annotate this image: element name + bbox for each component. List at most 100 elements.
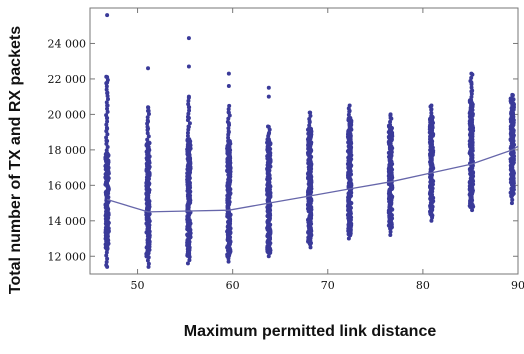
y-tick-label: 14 000 bbox=[48, 215, 87, 228]
data-point bbox=[430, 215, 435, 220]
data-point bbox=[186, 105, 191, 110]
data-point bbox=[105, 115, 110, 120]
data-point bbox=[429, 218, 434, 223]
data-point bbox=[429, 110, 434, 115]
data-point bbox=[104, 148, 109, 153]
y-axis-title: Total number of TX and RX packets bbox=[7, 26, 24, 294]
data-point bbox=[226, 71, 231, 76]
data-point bbox=[429, 107, 434, 112]
x-axis-title: Maximum permitted link distance bbox=[184, 323, 437, 340]
y-tick-label: 12 000 bbox=[48, 250, 87, 263]
trend-line bbox=[106, 145, 519, 213]
data-point bbox=[469, 98, 474, 103]
data-point bbox=[307, 123, 312, 128]
data-point bbox=[347, 103, 352, 108]
data-point bbox=[346, 112, 351, 117]
x-tick-label: 70 bbox=[321, 279, 335, 292]
data-point bbox=[266, 85, 271, 90]
data-point bbox=[186, 115, 191, 120]
data-point bbox=[105, 106, 110, 111]
y-tick-label: 22 000 bbox=[48, 73, 87, 86]
data-point bbox=[185, 261, 190, 266]
data-point bbox=[145, 131, 150, 136]
x-tick-label: 60 bbox=[226, 279, 240, 292]
data-point bbox=[306, 126, 311, 131]
data-point bbox=[185, 130, 190, 135]
data-point bbox=[388, 112, 393, 117]
data-point bbox=[105, 126, 110, 131]
data-point bbox=[469, 95, 474, 100]
data-point bbox=[105, 80, 110, 85]
y-tick-label: 20 000 bbox=[48, 108, 87, 121]
data-point bbox=[227, 103, 232, 108]
data-point bbox=[105, 109, 110, 114]
data-point bbox=[104, 87, 109, 92]
data-point bbox=[226, 107, 231, 112]
data-point bbox=[105, 145, 110, 150]
data-point bbox=[226, 121, 231, 126]
data-point bbox=[145, 258, 150, 263]
data-point bbox=[186, 102, 191, 107]
data-point bbox=[146, 264, 151, 269]
data-point bbox=[468, 204, 473, 209]
data-point bbox=[105, 13, 110, 18]
data-point bbox=[146, 134, 151, 139]
data-point bbox=[105, 139, 110, 143]
data-point bbox=[469, 85, 474, 90]
data-point bbox=[509, 96, 514, 101]
data-point bbox=[267, 251, 272, 256]
data-point bbox=[146, 261, 151, 266]
data-point bbox=[266, 254, 271, 259]
data-point bbox=[145, 140, 150, 145]
data-point bbox=[104, 151, 109, 156]
data-point bbox=[307, 110, 312, 115]
data-point bbox=[104, 122, 109, 127]
data-point bbox=[308, 242, 313, 247]
data-point bbox=[388, 115, 393, 120]
data-point bbox=[105, 75, 110, 80]
data-point bbox=[105, 132, 110, 137]
data-point bbox=[146, 112, 151, 117]
data-point bbox=[266, 131, 271, 136]
data-point bbox=[469, 80, 474, 85]
data-point bbox=[266, 94, 271, 99]
data-point bbox=[226, 135, 231, 140]
data-point bbox=[105, 264, 110, 269]
data-point bbox=[308, 245, 313, 250]
data-point bbox=[308, 113, 313, 118]
data-point bbox=[469, 75, 474, 80]
data-point bbox=[346, 236, 351, 241]
data-point bbox=[104, 135, 109, 140]
data-point bbox=[146, 105, 151, 110]
data-point bbox=[266, 137, 271, 142]
data-point bbox=[470, 208, 475, 213]
y-tick-label: 18 000 bbox=[48, 144, 87, 157]
data-point bbox=[388, 226, 393, 231]
x-tick-label: 50 bbox=[131, 279, 145, 292]
data-point bbox=[105, 103, 110, 108]
data-point bbox=[509, 201, 514, 206]
data-point bbox=[307, 119, 312, 124]
data-point bbox=[226, 110, 231, 115]
data-point bbox=[226, 126, 231, 131]
data-point bbox=[187, 254, 192, 259]
data-point bbox=[146, 126, 151, 131]
data-point bbox=[226, 259, 231, 264]
data-point bbox=[226, 139, 231, 143]
data-point bbox=[388, 232, 393, 237]
data-point bbox=[145, 137, 150, 142]
data-point bbox=[510, 197, 515, 202]
data-point bbox=[226, 84, 231, 89]
axis-ticks bbox=[90, 8, 519, 274]
data-point bbox=[105, 91, 110, 96]
data-point bbox=[146, 119, 151, 124]
plot-frame bbox=[89, 7, 519, 275]
data-point bbox=[469, 89, 474, 94]
data-point bbox=[187, 137, 192, 142]
y-tick-labels: 12 000 14 000 16 000 18 000 20 000 22 000 24 0… bbox=[48, 37, 87, 263]
data-point bbox=[388, 229, 393, 234]
data-point bbox=[186, 111, 191, 116]
data-point bbox=[104, 259, 109, 264]
x-tick-label: 80 bbox=[416, 279, 430, 292]
